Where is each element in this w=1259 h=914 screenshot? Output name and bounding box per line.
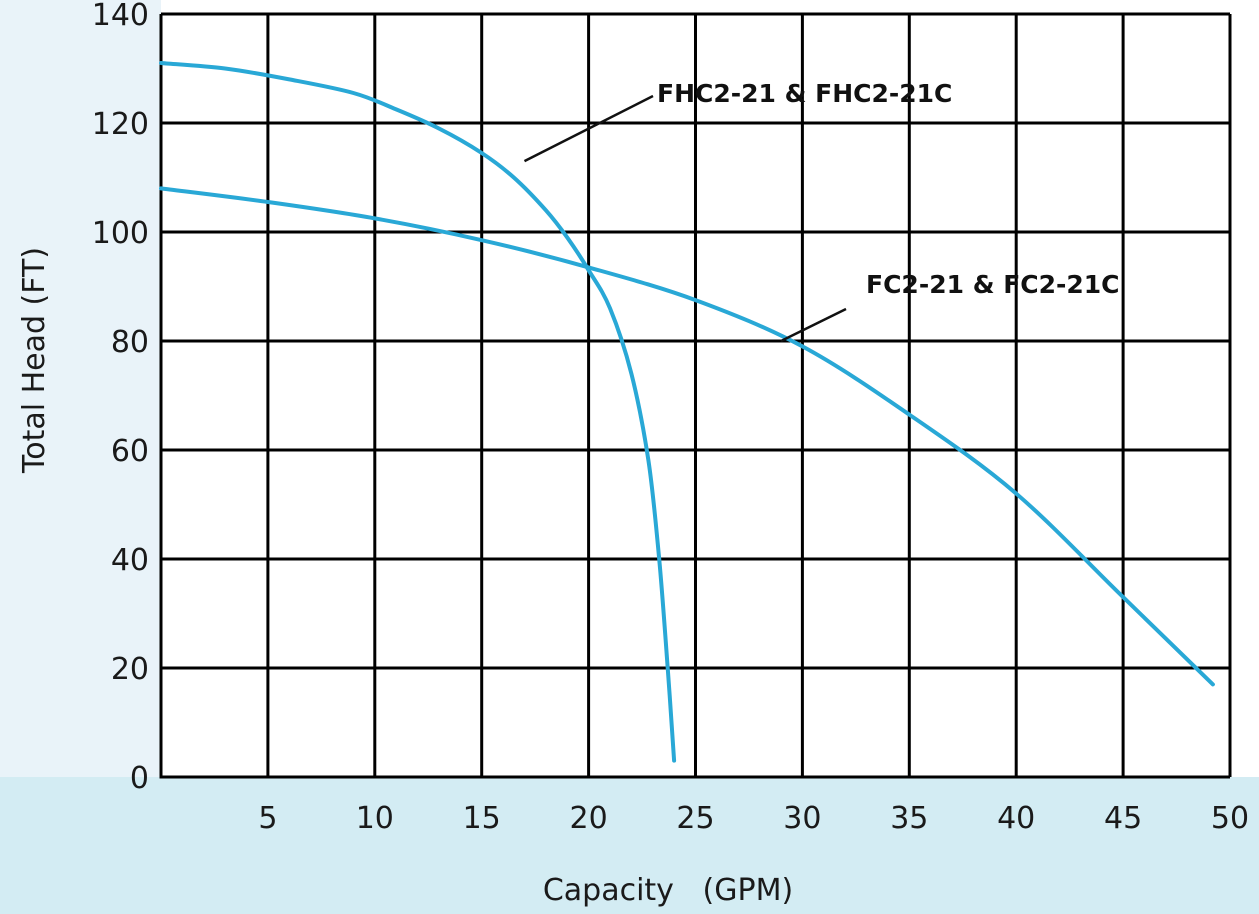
series-line-fhc2-21 (159, 61, 677, 763)
y-tick-label: 140 (92, 0, 149, 33)
y-tick-label: 60 (111, 434, 149, 469)
y-tick-label: 40 (111, 543, 149, 578)
tick-labels: 5 10 15 20 25 30 35 40 45 50 0 20 40 60 80 100 120 140 (92, 0, 1249, 836)
axes (159, 14, 1230, 779)
leader-line (523, 94, 654, 163)
x-tick-label: 15 (463, 801, 501, 836)
y-tick-label: 120 (92, 107, 149, 142)
x-tick-label: 5 (258, 801, 277, 836)
y-tick-label: 80 (111, 325, 149, 360)
series-annotation-label: FC2-21 & FC2-21C (866, 270, 1120, 299)
x-tick-label: 10 (356, 801, 394, 836)
y-tick-label: 100 (92, 216, 149, 251)
plot-area (161, 0, 1259, 777)
annotations: FHC2-21 & FHC2-21C FC2-21 & FC2-21C (523, 79, 1120, 343)
series-annotation-label: FHC2-21 & FHC2-21C (657, 79, 952, 108)
x-tick-label: 45 (1104, 801, 1142, 836)
x-axis-title: Capacity (GPM) (543, 873, 793, 908)
series-line-fc2-21 (159, 186, 1215, 687)
bottom-band (0, 777, 1259, 914)
grid (161, 12, 1232, 777)
x-tick-label: 30 (783, 801, 821, 836)
left-band (0, 0, 161, 777)
x-tick-label: 35 (890, 801, 928, 836)
series (159, 61, 1215, 763)
x-tick-label: 40 (997, 801, 1035, 836)
y-axis-title: Total Head (FT) (17, 247, 52, 474)
x-tick-label: 25 (676, 801, 714, 836)
x-tick-label: 20 (570, 801, 608, 836)
x-tick-label: 50 (1211, 801, 1249, 836)
leader-line (780, 307, 847, 343)
y-tick-label: 20 (111, 652, 149, 687)
y-tick-label: 0 (130, 761, 149, 796)
